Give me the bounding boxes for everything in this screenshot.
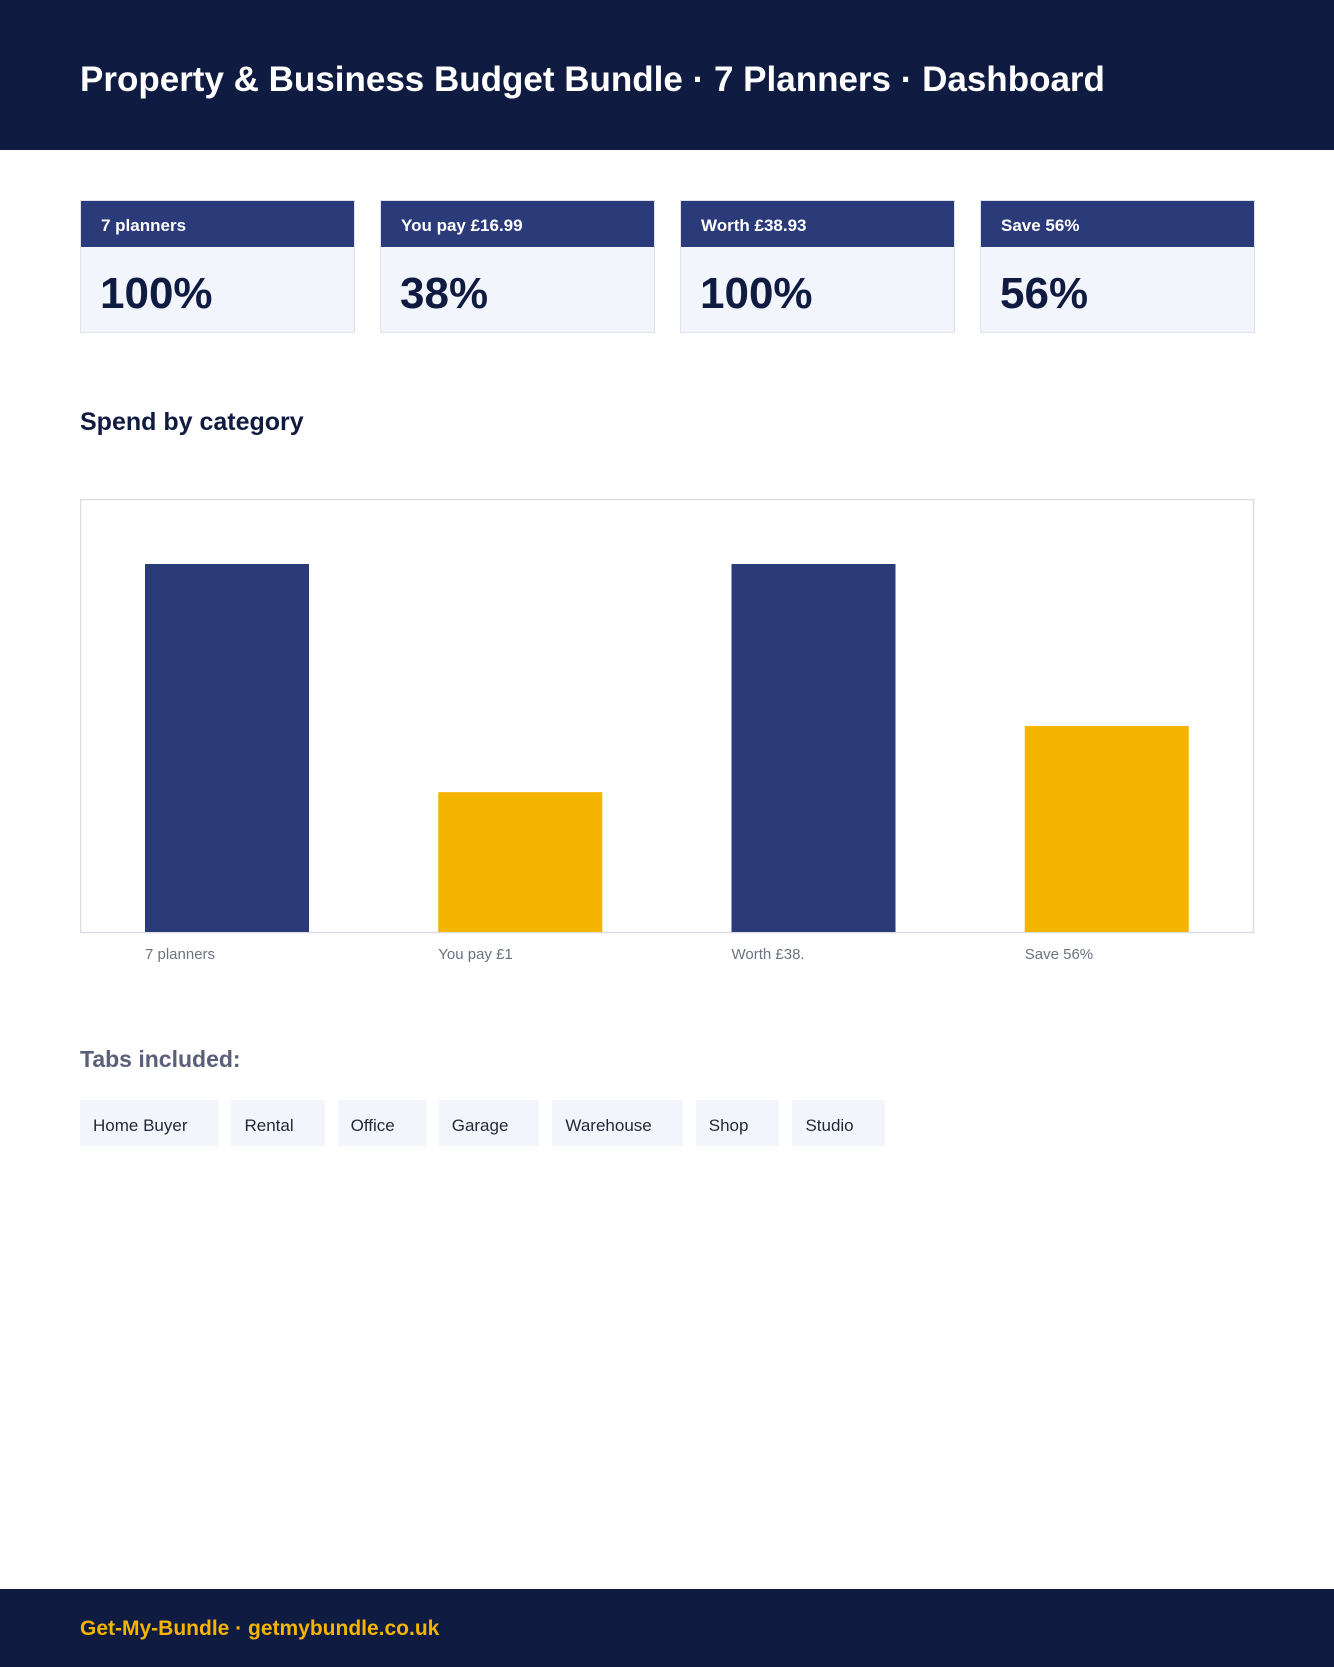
chart-frame [80,499,1255,934]
chart: 7 planners You pay £1 Worth £38. Save 56% [80,499,1255,963]
tab-chip: Office [337,1100,426,1146]
kpi-label: Worth £38.93 [681,201,954,247]
section-title: Spend by category [80,408,304,436]
kpi-row: 7 planners 100% You pay £16.99 38% Worth £38… [80,200,1255,333]
x-tick-label: Worth £38. [732,946,805,963]
kpi-card: Worth £38.93 100% [680,200,955,333]
footer-text: Get-My-Bundle · getmybundle.co.uk [80,1617,440,1640]
kpi-label: Save 56% [981,201,1254,247]
footer: Get-My-Bundle · getmybundle.co.uk [0,1589,1334,1667]
bar [145,564,309,932]
bar [1024,725,1189,932]
kpi-value: 56% [1000,269,1089,318]
kpi-card: Save 56% 56% [980,200,1255,333]
tab-chip: Warehouse [552,1100,683,1146]
kpi-card: 7 planners 100% [80,200,355,333]
tab-chip: Garage [438,1100,540,1146]
tab-chip: Studio [792,1100,885,1146]
x-tick-label: You pay £1 [438,946,513,963]
header: Property & Business Budget Bundle · 7 Pl… [0,0,1334,150]
tabs-list: Home Buyer Rental Office Garage Warehouse Sho… [80,1100,885,1146]
kpi-value: 100% [100,269,213,318]
tabs-title: Tabs included: [80,1046,241,1072]
kpi-value: 38% [400,269,489,318]
kpi-card: You pay £16.99 38% [380,200,655,333]
tab-chip: Rental [231,1100,325,1146]
bar [438,792,603,932]
kpi-value: 100% [700,269,813,318]
bar [731,564,896,932]
x-tick-label: 7 planners [145,946,215,963]
tab-chip: Home Buyer [80,1100,219,1146]
x-tick-label: Save 56% [1025,946,1093,963]
kpi-label: 7 planners [81,201,354,247]
kpi-label: You pay £16.99 [381,201,654,247]
page-title: Property & Business Budget Bundle · 7 Pl… [80,60,1105,99]
tab-chip: Shop [695,1100,780,1146]
